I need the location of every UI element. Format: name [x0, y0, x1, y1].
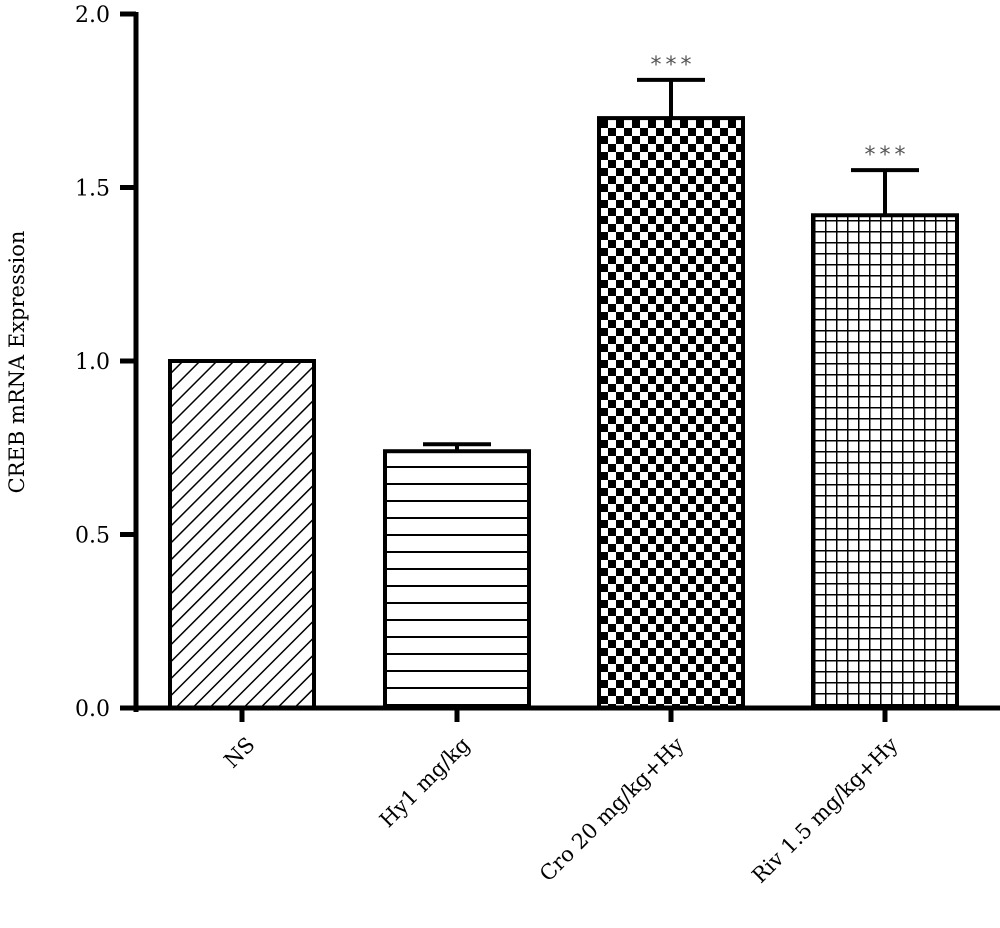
bar — [383, 449, 531, 710]
y-tick-label: 1.5 — [75, 177, 110, 202]
bar — [168, 359, 316, 710]
x-tick-label: Cro 20 mg/kg+Hy — [535, 732, 689, 886]
y-tick-label: 0.0 — [75, 697, 110, 722]
x-tick-label: NS — [219, 733, 259, 773]
x-tick-label: Riv 1.5 mg/kg+Hy — [747, 732, 902, 887]
y-tick-label: 2.0 — [75, 3, 110, 28]
significance-label: *** — [651, 53, 696, 78]
x-tick-label: Hy1 mg/kg — [375, 733, 475, 833]
x-axis-ticks: NS Hy1 mg/kg Cro 20 mg/kg+Hy Riv 1.5 mg/kg+… — [219, 708, 903, 888]
bars-group: *** *** — [168, 53, 959, 711]
y-axis-ticks: 0.0 0.5 1.0 1.5 2.0 — [75, 3, 136, 722]
y-tick-label: 0.5 — [75, 524, 110, 549]
y-axis-title: CREB mRNA Expression — [5, 231, 29, 494]
significance-label: *** — [865, 143, 910, 168]
bar — [811, 213, 959, 710]
bar — [597, 116, 745, 711]
y-tick-label: 1.0 — [75, 350, 110, 375]
